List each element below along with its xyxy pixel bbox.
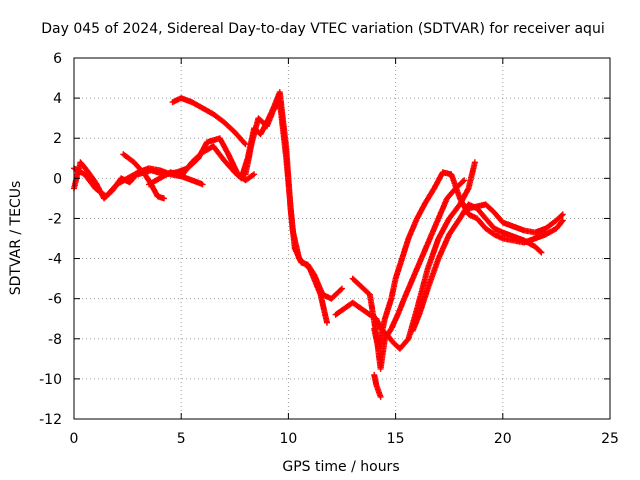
y-tick-label: -6	[48, 292, 62, 308]
y-tick-label: -2	[48, 211, 62, 227]
y-tick-label: 2	[53, 131, 62, 147]
x-tick-labels: 0 5 10 15 20 25	[70, 431, 619, 447]
x-tick-label: 5	[177, 431, 186, 447]
x-tick-label: 25	[601, 431, 619, 447]
plot-frame	[73, 57, 611, 420]
series-markers	[242, 99, 330, 326]
x-tick-label: 0	[70, 431, 79, 447]
y-tick-label: -4	[48, 252, 62, 268]
series-arc-6	[169, 95, 249, 148]
series-arc-13	[409, 201, 545, 334]
y-tick-label: 0	[53, 171, 62, 187]
x-tick-label: 20	[494, 431, 512, 447]
y-tick-label: 6	[53, 51, 62, 67]
grid-lines	[74, 58, 610, 419]
y-tick-label: 4	[53, 91, 62, 107]
x-tick-label: 15	[387, 431, 405, 447]
series-markers	[465, 201, 566, 236]
y-tick-label: -8	[48, 332, 62, 348]
y-tick-labels: -12 -10 -8 -6 -4 -2 0 2 4 6	[39, 51, 62, 428]
series-arc-14	[465, 201, 566, 236]
x-tick-label: 10	[279, 431, 297, 447]
series-arc-2	[71, 159, 142, 202]
series-arc-11	[371, 169, 566, 352]
series-markers	[169, 95, 249, 148]
series-markers	[371, 371, 384, 400]
x-axis-label: GPS time / hours	[282, 459, 399, 475]
data-marks	[71, 89, 566, 400]
series-markers	[71, 159, 142, 202]
chart-title: Day 045 of 2024, Sidereal Day-to-day VTE…	[41, 21, 604, 37]
y-tick-label: -12	[39, 412, 62, 428]
series-markers	[371, 169, 566, 352]
y-axis-label: SDTVAR / TECUs	[8, 181, 24, 296]
axis-ticks	[73, 57, 611, 420]
series-arc-12	[371, 371, 384, 400]
series-arc-8	[242, 99, 330, 326]
series-markers	[409, 201, 545, 334]
y-tick-label: -10	[39, 372, 62, 388]
